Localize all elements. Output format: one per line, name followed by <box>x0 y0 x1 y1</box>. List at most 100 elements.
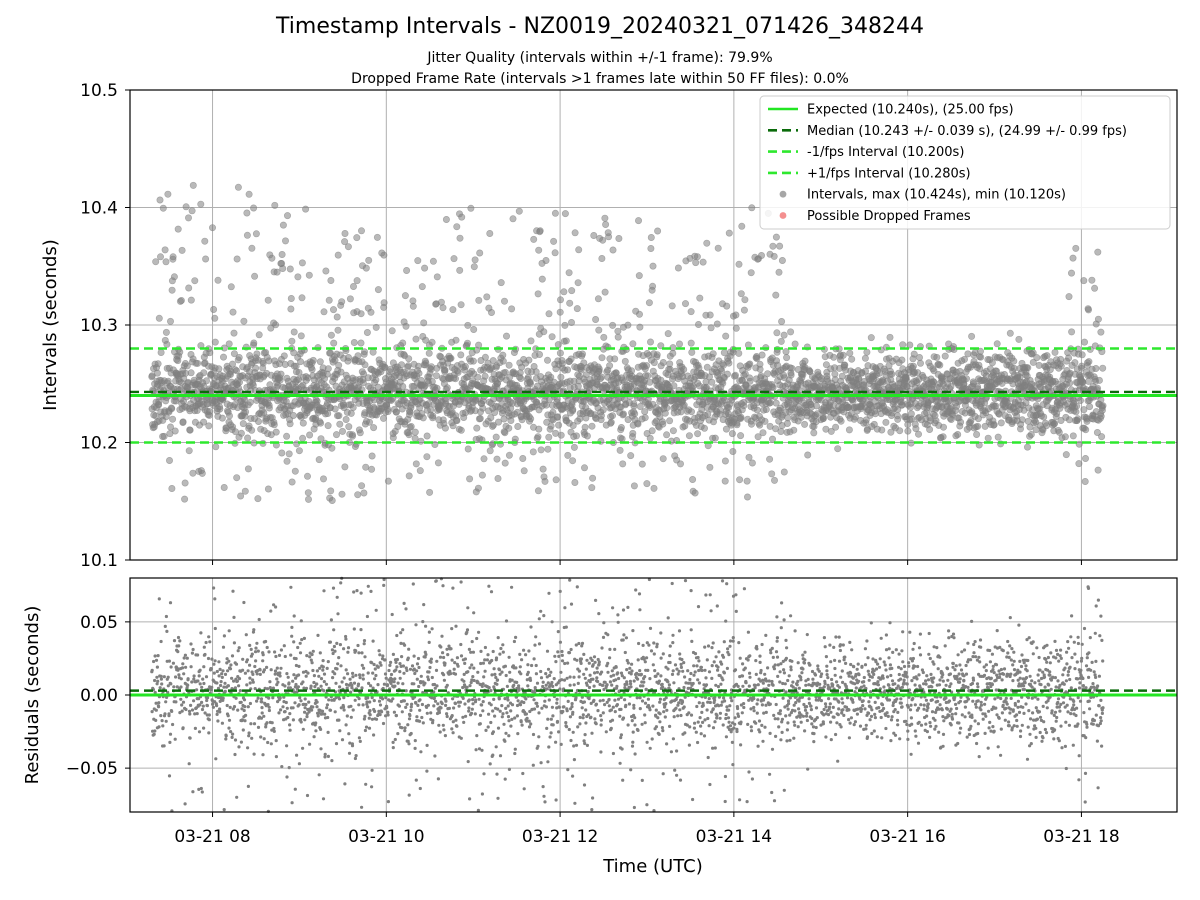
residual-point <box>435 659 439 663</box>
interval-point <box>988 359 996 367</box>
residual-point <box>374 673 378 678</box>
residual-point <box>259 735 263 739</box>
interval-point <box>896 427 904 435</box>
interval-point <box>401 292 409 300</box>
residual-point <box>319 727 323 732</box>
residual-point <box>422 603 426 607</box>
residual-point <box>157 705 161 709</box>
interval-point <box>354 491 362 499</box>
residual-point <box>359 591 363 595</box>
residual-point <box>340 738 345 742</box>
interval-point <box>294 273 302 281</box>
interval-point <box>581 423 589 431</box>
interval-point <box>212 443 220 451</box>
residual-point <box>441 723 445 727</box>
residual-point <box>157 701 161 705</box>
interval-point <box>569 405 577 413</box>
residual-point <box>220 675 224 680</box>
interval-point <box>939 423 947 431</box>
residual-point <box>183 653 187 657</box>
residual-point <box>404 689 408 693</box>
residual-point <box>419 750 423 754</box>
residual-point <box>290 634 294 638</box>
interval-point <box>277 370 285 378</box>
interval-point <box>1078 351 1086 359</box>
interval-point <box>713 320 721 328</box>
residual-point <box>364 725 369 729</box>
residual-point <box>290 625 294 630</box>
interval-point <box>646 434 654 442</box>
residual-point <box>278 696 282 700</box>
interval-point <box>1095 376 1103 384</box>
interval-point <box>279 221 287 229</box>
interval-point <box>540 328 548 336</box>
residual-point <box>288 712 292 716</box>
interval-point <box>595 365 603 373</box>
interval-point <box>334 251 342 259</box>
interval-point <box>997 419 1005 427</box>
residual-point <box>378 703 383 707</box>
residual-point <box>299 699 303 703</box>
interval-point <box>557 431 565 439</box>
interval-point <box>233 367 241 375</box>
interval-point <box>357 339 365 347</box>
residual-point <box>242 600 246 605</box>
interval-point <box>392 408 400 416</box>
interval-point <box>1024 364 1032 372</box>
interval-point <box>469 357 477 365</box>
residual-point <box>153 654 157 658</box>
residual-point <box>256 696 260 700</box>
interval-point <box>631 410 639 418</box>
residual-point <box>282 644 286 648</box>
interval-point <box>283 432 291 440</box>
residual-point <box>328 640 332 644</box>
interval-point <box>634 217 642 225</box>
interval-point <box>170 273 178 281</box>
interval-point <box>746 360 754 368</box>
interval-point <box>1051 419 1059 427</box>
residual-point <box>160 682 164 686</box>
interval-point <box>475 296 483 304</box>
interval-point <box>886 333 894 341</box>
interval-point <box>353 234 361 242</box>
residual-point <box>425 769 429 773</box>
interval-point <box>689 475 697 483</box>
interval-point <box>514 422 522 430</box>
residual-point <box>273 672 277 676</box>
interval-point <box>299 434 307 442</box>
residual-point <box>245 658 249 662</box>
residual-point <box>246 669 250 673</box>
interval-point <box>519 454 527 462</box>
interval-point <box>372 376 380 384</box>
residual-point <box>318 651 322 655</box>
residual-point <box>365 614 369 619</box>
residual-point <box>326 715 330 720</box>
residual-point <box>316 714 320 718</box>
interval-point <box>888 370 896 378</box>
interval-point <box>205 422 213 430</box>
interval-point <box>775 268 783 276</box>
residual-point <box>213 659 217 663</box>
residual-point <box>359 628 363 632</box>
interval-point <box>501 459 509 467</box>
residual-point <box>368 700 372 704</box>
interval-point <box>1075 460 1083 468</box>
interval-point <box>694 320 702 328</box>
residual-point <box>385 706 389 710</box>
residual-point <box>180 666 185 670</box>
interval-point <box>804 451 812 459</box>
interval-point <box>441 366 449 374</box>
residual-point <box>269 668 273 672</box>
interval-point <box>286 420 294 428</box>
interval-point <box>241 487 249 495</box>
interval-point <box>1077 396 1085 404</box>
residual-point <box>308 655 312 659</box>
interval-point <box>216 405 224 413</box>
interval-point <box>456 234 464 242</box>
residual-point <box>160 719 164 723</box>
residual-point <box>331 586 336 590</box>
interval-point <box>543 356 551 364</box>
residual-point <box>323 752 327 757</box>
interval-point <box>1082 426 1090 434</box>
